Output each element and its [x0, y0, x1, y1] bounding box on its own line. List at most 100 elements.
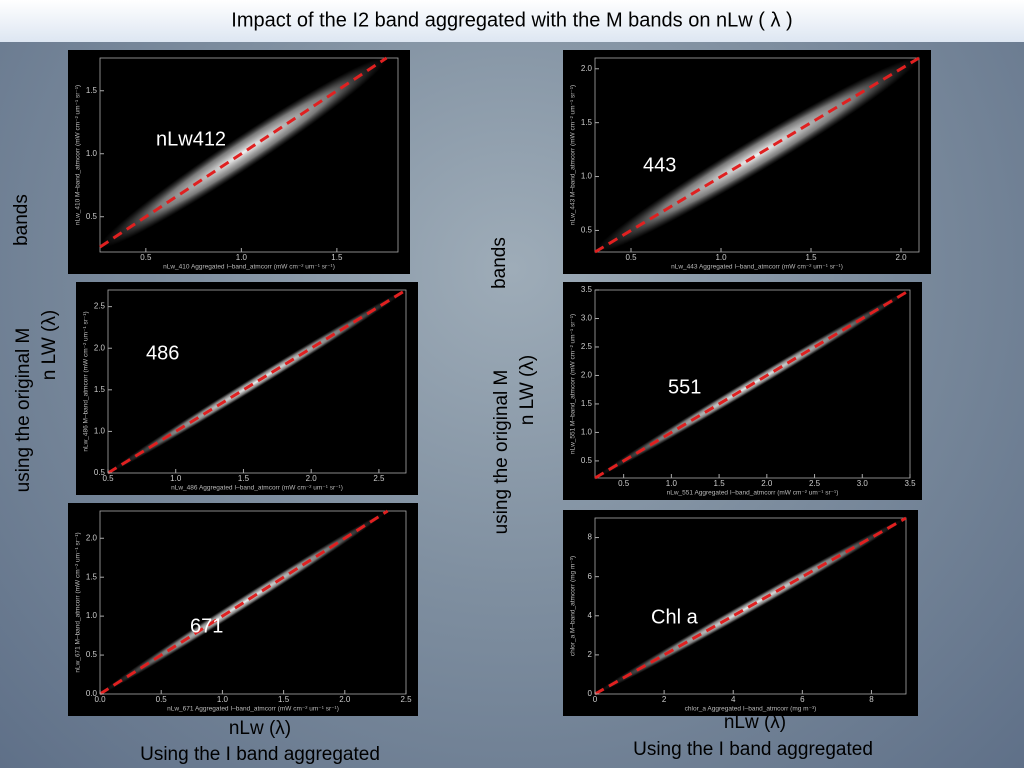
plot-frame [99, 510, 407, 695]
x-tick-label: 0.5 [140, 253, 152, 262]
x-tick-label: 0.5 [102, 474, 114, 483]
y-tick-label: 0.5 [581, 456, 593, 465]
y-tick-label: 1.0 [94, 427, 106, 436]
y-axis-label: chlor_a M–band_atmcorr (mg m⁻³) [570, 556, 577, 656]
x-axis-label: nLw_410 Aggregated I–band_atmcorr (mW cm… [163, 264, 335, 271]
x-tick-label: 1.0 [666, 479, 678, 488]
scatter-panel: 0.5 1.0 1.5 2.0 2.5 0.5 1.0 1.5 2.0 2.5 nLw_486 Ag… [76, 282, 418, 495]
y-tick-label: 3.0 [581, 314, 593, 323]
x-tick-label: 2.0 [306, 474, 318, 483]
bottom-label: Using the I band aggregated [633, 739, 873, 760]
x-tick-label: 1.5 [238, 474, 250, 483]
y-tick-label: 1.5 [581, 399, 593, 408]
side-label: n LW (λ) [517, 355, 538, 425]
x-tick-label: 2.5 [373, 474, 385, 483]
x-tick-label: 8 [869, 695, 874, 704]
x-tick-label: 1.0 [715, 253, 727, 262]
side-label: using the original M [491, 370, 512, 535]
one-to-one-line [99, 509, 389, 696]
y-tick-label: 1.5 [86, 86, 98, 95]
y-tick-label: 0.5 [94, 468, 106, 477]
x-axis-label: nLw_443 Aggregated I–band_atmcorr (mW cm… [671, 264, 843, 271]
side-label: using the original M [13, 328, 34, 493]
x-tick-label: 1.5 [714, 479, 726, 488]
y-tick-label: 2.0 [581, 64, 593, 73]
y-tick-label: 4 [588, 611, 593, 620]
plot-frame [594, 57, 920, 253]
x-axis-label: nLw_551 Aggregated I–band_atmcorr (mW cm… [667, 490, 839, 497]
y-tick-label: 2.0 [86, 533, 98, 542]
one-to-one-line [594, 288, 911, 480]
x-tick-label: 1.0 [217, 695, 229, 704]
bottom-label: nLw (λ) [229, 718, 291, 739]
y-tick-label: 2.0 [581, 371, 593, 380]
one-to-one-line [107, 288, 407, 475]
x-axis-label: nLw_486 Aggregated I–band_atmcorr (mW cm… [171, 485, 343, 492]
x-tick-label: 2.5 [809, 479, 821, 488]
y-tick-label: 2 [588, 650, 593, 659]
x-tick-label: 4 [731, 695, 736, 704]
y-axis-label: nLw_486 M–band_atmcorr (mW cm⁻² um⁻¹ sr⁻… [83, 311, 90, 451]
x-tick-label: 2.5 [400, 695, 412, 704]
side-label: bands [11, 194, 32, 246]
x-tick-label: 1.0 [170, 474, 182, 483]
x-tick-label: 0.5 [618, 479, 630, 488]
x-tick-label: 0.5 [156, 695, 168, 704]
y-tick-label: 0 [588, 689, 593, 698]
y-tick-label: 2.0 [94, 343, 106, 352]
bottom-label: Using the I band aggregated [140, 744, 380, 765]
x-tick-label: 2.0 [339, 695, 351, 704]
y-tick-label: 1.0 [86, 149, 98, 158]
scatter-panel: 0 2 4 6 8 0 2 4 6 8 chlor_a Aggregated I–band_atmc… [563, 510, 918, 716]
plot-frame [107, 289, 407, 474]
title-bar [0, 0, 1024, 42]
panel-label: 443 [643, 154, 676, 176]
one-to-one-line [594, 516, 907, 696]
x-tick-label: 2.0 [895, 253, 907, 262]
x-tick-label: 0.0 [94, 695, 106, 704]
x-tick-label: 2 [662, 695, 667, 704]
x-tick-label: 0 [593, 695, 598, 704]
side-label: n LW (λ) [39, 310, 60, 380]
y-tick-label: 0.5 [86, 212, 98, 221]
y-tick-label: 2.5 [581, 342, 593, 351]
plot-frame [594, 289, 911, 479]
x-tick-label: 6 [800, 695, 805, 704]
plot-frame [594, 517, 907, 695]
y-tick-label: 0.5 [86, 650, 98, 659]
slide-title: Impact of the I2 band aggregated with th… [231, 9, 792, 31]
x-tick-label: 3.0 [857, 479, 869, 488]
y-tick-label: 6 [588, 572, 593, 581]
y-tick-label: 1.0 [581, 428, 593, 437]
y-axis-label: nLw_551 M–band_atmcorr (mW cm⁻² um⁻¹ sr⁻… [570, 314, 577, 454]
y-axis-label: nLw_443 M–band_atmcorr (mW cm⁻² um⁻¹ sr⁻… [570, 85, 577, 225]
x-tick-label: 3.5 [904, 479, 916, 488]
panel-label: 551 [668, 376, 701, 398]
y-tick-label: 1.0 [581, 172, 593, 181]
y-tick-label: 0.0 [86, 689, 98, 698]
x-tick-label: 1.0 [236, 253, 248, 262]
scatter-panel: 0.5 1.0 1.5 0.5 1.0 1.5 nLw_410 Aggregated I–b… [68, 50, 410, 274]
y-tick-label: 1.5 [94, 385, 106, 394]
panel-label: nLw412 [156, 128, 226, 150]
bottom-label: nLw (λ) [724, 712, 786, 733]
panel-label: 486 [146, 342, 179, 364]
scatter-panel: 0.5 1.0 1.5 2.0 0.5 1.0 1.5 2.0 nLw_443 Aggregat… [563, 50, 931, 274]
scatter-panel: 0.5 1.0 1.5 2.0 2.5 3.0 3.5 0.5 1.0 1.5 2.0 2.5 3.0 3… [563, 282, 922, 500]
x-axis-label: nLw_671 Aggregated I–band_atmcorr (mW cm… [167, 706, 339, 713]
y-tick-label: 3.5 [581, 285, 593, 294]
scatter-panel: 0.0 0.5 1.0 1.5 2.0 2.50.00.51.01.52.0nLw_671… [68, 503, 418, 716]
x-tick-label: 1.5 [278, 695, 290, 704]
y-tick-label: 1.5 [86, 572, 98, 581]
y-axis-label: nLw_671 M–band_atmcorr (mW cm⁻² um⁻¹ sr⁻… [75, 532, 82, 672]
panel-label: 671 [190, 615, 223, 637]
y-axis-label: nLw_410 M–band_atmcorr (mW cm⁻² um⁻¹ sr⁻… [75, 85, 82, 225]
panel-label: Chl a [651, 606, 699, 628]
x-axis-label: chlor_a Aggregated I–band_atmcorr (mg m⁻… [685, 706, 817, 713]
side-label: bands [489, 237, 510, 289]
x-tick-label: 0.5 [625, 253, 637, 262]
plot-frame [99, 57, 399, 253]
x-tick-label: 1.5 [331, 253, 343, 262]
